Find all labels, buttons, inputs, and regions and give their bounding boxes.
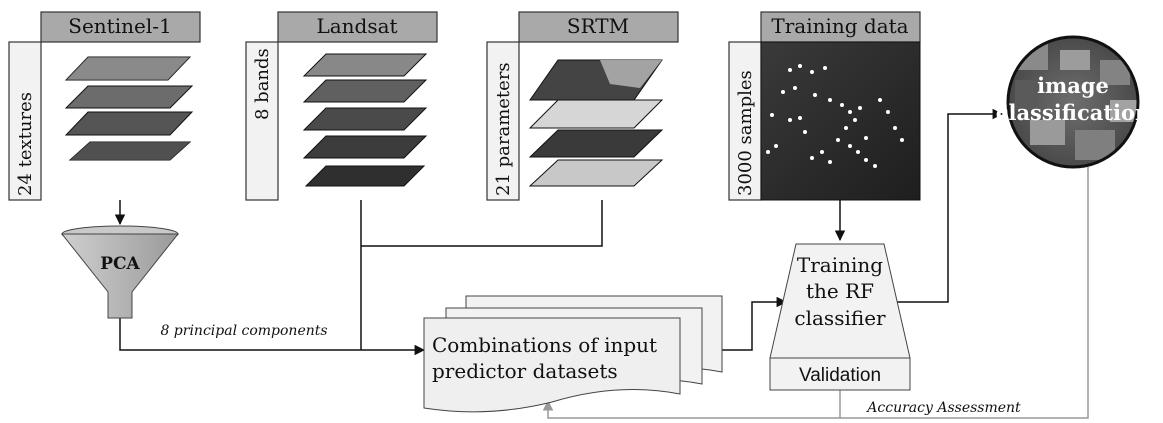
source-header — [40, 11, 201, 43]
side-tab — [486, 41, 520, 201]
source-header — [760, 11, 921, 43]
source-title: Sentinel-1 — [68, 14, 171, 38]
source-box-srtm: 21 parameters SRTM — [486, 11, 679, 201]
layer-stack — [302, 53, 428, 187]
validation-label: Validation — [799, 365, 881, 386]
source-title: SRTM — [567, 14, 629, 38]
rf-classifier: Training the RF classifier Validation — [769, 243, 911, 391]
source-box-landsat: 8 bands Landsat — [245, 11, 438, 201]
classification-line2: classification — [996, 100, 1151, 125]
source-count-label: 24 textures — [15, 92, 36, 196]
combinations-stack: Combinations of input predictor datasets — [423, 295, 723, 413]
satellite-image — [760, 41, 921, 201]
side-tab — [245, 41, 279, 201]
pca-funnel: PCA — [60, 225, 180, 319]
source-count-label: 21 parameters — [493, 62, 514, 196]
feedback-label: Accuracy Assessment — [865, 400, 1021, 416]
side-tab — [728, 41, 762, 201]
classifier-line2: the RF — [806, 279, 874, 303]
source-count-label: 3000 samples — [735, 70, 756, 196]
connectors — [114, 108, 1004, 356]
side-tab — [8, 41, 42, 201]
source-header — [518, 11, 679, 43]
classification-line1: image — [1037, 73, 1109, 98]
validation-box — [769, 357, 911, 391]
source-header — [277, 11, 438, 43]
pca-output-label: 8 principal components — [160, 323, 327, 339]
source-box-training: 3000 samples Training data — [728, 11, 921, 201]
classifier-line3: classifier — [794, 306, 886, 330]
classifier-line1: Training — [797, 253, 883, 277]
pca-label: PCA — [100, 254, 140, 274]
layer-stack — [64, 56, 194, 161]
source-box-sentinel: 24 textures Sentinel-1 — [8, 11, 201, 201]
source-title: Training data — [771, 14, 908, 38]
sample-points — [766, 64, 904, 168]
combinations-line2: predictor datasets — [432, 359, 618, 383]
feedback-loop — [542, 167, 1089, 419]
combinations-line1: Combinations of input — [432, 333, 657, 357]
classification-circle: image classification — [996, 35, 1151, 169]
source-title: Landsat — [316, 14, 397, 38]
layer-stack — [528, 59, 664, 187]
source-count-label: 8 bands — [252, 48, 273, 120]
